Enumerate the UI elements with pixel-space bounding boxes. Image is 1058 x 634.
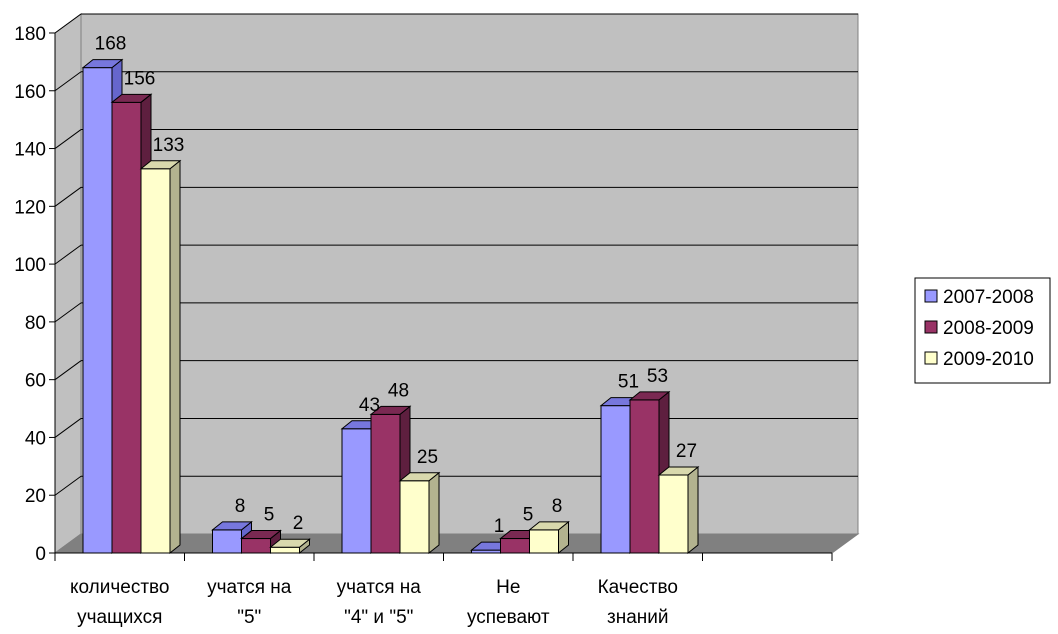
legend: 2007-2008 2008-2009 2009-2010	[914, 277, 1051, 384]
y-tick-label: 40	[25, 428, 46, 449]
category-label: "4" и "5"	[344, 607, 413, 628]
gridline-side	[54, 186, 82, 207]
y-axis-ticks: 0 20 40 60 80 100 120 140 160 180	[14, 24, 55, 565]
y-tick-label: 60	[25, 371, 46, 392]
data-label: 8	[552, 496, 563, 517]
y-tick-label: 140	[14, 140, 46, 161]
y-tick-label: 100	[14, 255, 46, 276]
bar	[82, 67, 113, 554]
category-label: учащихся	[77, 607, 162, 628]
axes	[54, 32, 833, 561]
data-label: 27	[676, 441, 697, 462]
side-wall	[54, 12, 82, 554]
bar-top	[657, 466, 700, 476]
gridline-side	[54, 129, 82, 149]
legend-label: 2008-2009	[943, 318, 1034, 339]
bars	[81, 58, 700, 555]
bar	[629, 399, 660, 554]
category-labels: количество учащихся учатся на "5" учатся на "…	[70, 577, 678, 628]
bar	[600, 405, 631, 554]
category-label: количество	[70, 577, 170, 598]
bar-top	[528, 521, 570, 531]
category-label: знаний	[607, 607, 669, 628]
legend-label: 2007-2008	[943, 287, 1034, 308]
bar	[658, 474, 689, 554]
bar	[529, 529, 559, 554]
bar-top	[139, 160, 182, 170]
category-label: успевают	[467, 607, 550, 628]
bar	[399, 480, 430, 554]
y-tick-label: 120	[14, 197, 46, 218]
bar-top	[628, 391, 671, 401]
bar-side	[687, 465, 699, 555]
data-label: 2	[293, 513, 304, 534]
bar-top	[110, 93, 153, 103]
category-label: учатся на	[207, 577, 292, 598]
bar	[111, 101, 142, 554]
gridline-side	[54, 475, 82, 496]
data-label: 43	[359, 395, 380, 416]
back-wall	[80, 13, 859, 535]
bar	[241, 538, 271, 554]
gridline-side	[54, 244, 82, 265]
bar	[270, 546, 300, 554]
bar-top	[211, 521, 253, 531]
bar	[341, 428, 372, 554]
legend-swatch	[924, 320, 938, 334]
data-label: 133	[153, 135, 185, 156]
data-label: 53	[647, 366, 668, 387]
legend-label: 2009-2010	[943, 349, 1034, 370]
category-label: учатся на	[337, 577, 422, 598]
bar-top	[269, 538, 311, 548]
data-label: 1	[494, 516, 505, 537]
bar-top	[81, 59, 124, 69]
data-label: 25	[417, 447, 438, 468]
bar-side	[169, 159, 181, 555]
data-label: 8	[235, 496, 246, 517]
gridline-side	[54, 71, 82, 92]
category-label: Качество	[598, 577, 678, 598]
data-label: 5	[523, 505, 534, 526]
legend-swatch	[924, 289, 938, 303]
gridlines	[54, 13, 858, 496]
category-label: Не	[496, 577, 520, 598]
gridline-side	[54, 418, 82, 438]
bar-top	[369, 405, 412, 415]
gridline-side	[54, 302, 82, 323]
data-label: 156	[124, 68, 156, 89]
y-tick-label: 160	[14, 82, 46, 103]
bar	[370, 413, 401, 554]
y-tick-label: 20	[25, 486, 46, 507]
y-tick-label: 0	[35, 544, 46, 565]
data-label: 48	[388, 380, 409, 401]
category-label: "5"	[237, 607, 261, 628]
bar-side	[428, 471, 440, 555]
bar	[500, 538, 530, 554]
gridline-side	[54, 360, 82, 381]
data-label: 51	[618, 372, 639, 393]
bar-top	[398, 472, 441, 482]
data-label: 168	[95, 34, 127, 55]
bar	[140, 168, 171, 554]
bar	[212, 529, 242, 554]
gridline-side	[54, 13, 82, 34]
y-tick-label: 80	[25, 313, 46, 334]
legend-swatch	[924, 351, 938, 365]
bar-top	[240, 530, 282, 540]
y-tick-label: 180	[14, 24, 46, 45]
data-label: 5	[264, 505, 275, 526]
